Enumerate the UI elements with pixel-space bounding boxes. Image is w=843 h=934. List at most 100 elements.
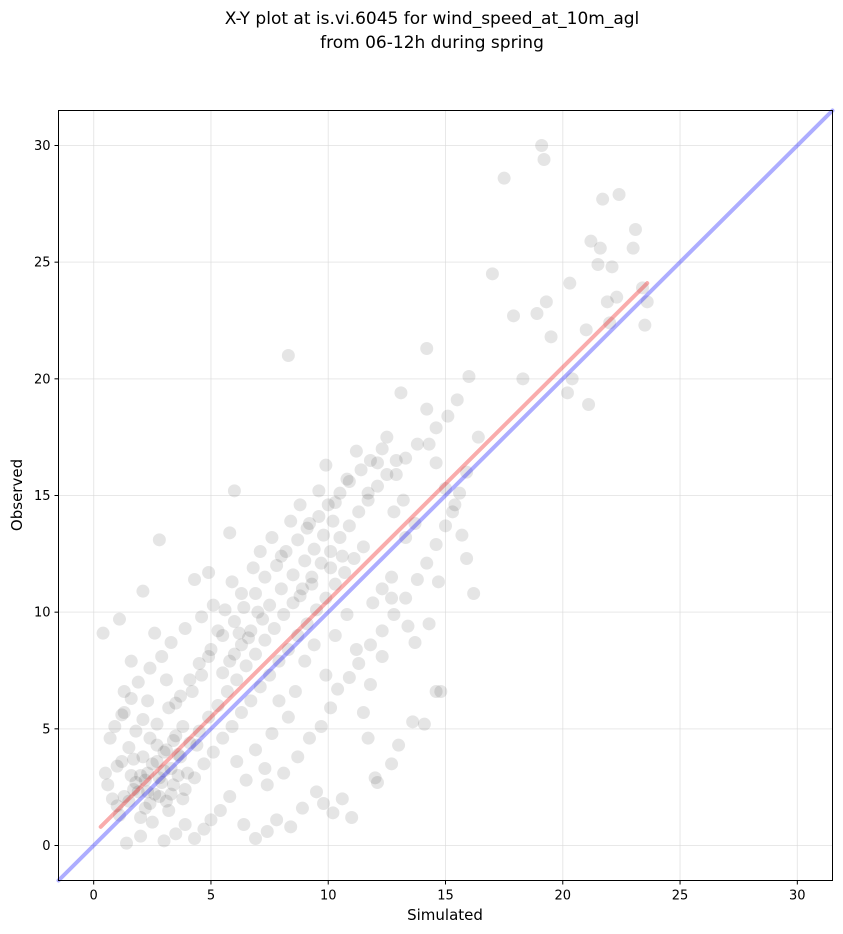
data-point xyxy=(314,556,328,570)
data-point xyxy=(345,811,359,824)
data-point xyxy=(317,797,331,810)
data-point xyxy=(188,573,202,586)
data-point xyxy=(448,498,462,512)
data-point xyxy=(387,608,401,621)
data-point xyxy=(394,386,408,400)
data-point xyxy=(155,776,169,789)
data-point xyxy=(422,437,436,451)
data-point xyxy=(507,309,521,323)
data-point xyxy=(96,626,110,640)
data-point xyxy=(335,792,349,806)
reference-lines xyxy=(56,108,835,883)
data-point xyxy=(136,713,150,726)
data-point xyxy=(406,715,420,729)
data-point xyxy=(307,542,321,556)
y-tick-label: 20 xyxy=(34,372,51,387)
data-point xyxy=(258,762,272,775)
data-point xyxy=(293,589,307,603)
data-point xyxy=(389,468,403,481)
data-point xyxy=(249,832,263,845)
data-point xyxy=(101,778,115,792)
data-point xyxy=(460,552,474,565)
data-point xyxy=(272,694,286,708)
data-point xyxy=(145,757,159,771)
data-point xyxy=(497,171,511,185)
data-point xyxy=(310,603,323,617)
data-point xyxy=(195,668,209,682)
data-point xyxy=(342,519,356,533)
data-point xyxy=(281,710,295,724)
data-point xyxy=(138,773,152,787)
data-point xyxy=(206,745,220,759)
data-point xyxy=(124,692,138,705)
data-point xyxy=(385,757,399,771)
y-axis-label: Observed xyxy=(8,459,26,531)
data-point xyxy=(295,801,309,815)
data-point xyxy=(312,510,326,523)
data-point xyxy=(150,738,164,752)
data-point xyxy=(450,393,464,407)
data-point xyxy=(117,706,131,719)
data-point xyxy=(366,596,380,610)
data-point xyxy=(286,596,300,610)
data-point xyxy=(237,818,251,831)
data-point xyxy=(305,570,319,584)
data-point xyxy=(272,654,286,668)
data-point xyxy=(612,188,626,201)
data-point xyxy=(302,517,316,530)
data-point xyxy=(361,731,375,745)
data-point xyxy=(98,766,112,780)
data-point xyxy=(340,472,354,486)
data-point xyxy=(204,643,218,656)
data-point xyxy=(253,545,267,558)
chart-title-line1: X-Y plot at is.vi.6045 for wind_speed_at… xyxy=(225,9,640,29)
data-point xyxy=(370,456,384,470)
data-point xyxy=(227,484,241,498)
data-point xyxy=(237,601,251,614)
data-point xyxy=(331,682,345,696)
chart-title-line2: from 06-12h during spring xyxy=(320,33,544,53)
data-point xyxy=(227,647,241,661)
data-point xyxy=(284,514,298,528)
data-point xyxy=(253,680,267,694)
data-point xyxy=(263,668,277,682)
data-point xyxy=(108,720,122,733)
data-point xyxy=(422,617,436,631)
data-point xyxy=(286,568,300,582)
data-point xyxy=(429,421,443,435)
data-point xyxy=(349,444,363,458)
data-point xyxy=(256,612,270,626)
data-point xyxy=(375,650,389,663)
data-point xyxy=(197,757,211,771)
data-point xyxy=(300,617,314,631)
data-point xyxy=(628,223,642,236)
data-point xyxy=(218,603,232,617)
y-tick-label: 30 xyxy=(34,139,51,154)
x-tick-label: 0 xyxy=(90,889,98,904)
data-point xyxy=(420,556,434,570)
data-point xyxy=(638,318,652,332)
data-point xyxy=(234,638,248,652)
data-point xyxy=(298,654,312,668)
data-point xyxy=(333,531,347,544)
data-point xyxy=(467,587,481,600)
data-point xyxy=(305,577,319,591)
data-point xyxy=(310,785,323,799)
data-point xyxy=(356,540,370,554)
data-point xyxy=(516,372,530,386)
data-point xyxy=(141,766,155,780)
data-point xyxy=(103,731,117,745)
data-point xyxy=(223,790,237,803)
data-point xyxy=(605,260,619,274)
data-point xyxy=(298,554,312,568)
data-point xyxy=(117,790,131,803)
data-point xyxy=(453,486,467,500)
data-point xyxy=(593,241,607,255)
data-point xyxy=(152,790,166,803)
data-point xyxy=(324,701,338,715)
data-point xyxy=(417,717,431,731)
data-point xyxy=(460,465,474,479)
data-point xyxy=(265,531,279,544)
data-point xyxy=(363,638,377,652)
data-point xyxy=(342,475,356,488)
